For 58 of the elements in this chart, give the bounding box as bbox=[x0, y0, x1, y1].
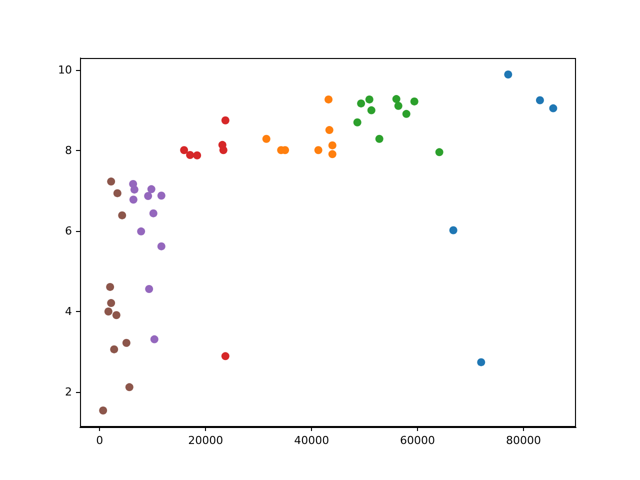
point bbox=[122, 338, 130, 347]
x-tick-label: 80000 bbox=[506, 434, 542, 447]
point bbox=[449, 226, 458, 234]
point bbox=[314, 146, 322, 154]
point bbox=[186, 150, 194, 159]
point bbox=[375, 134, 384, 143]
point bbox=[221, 352, 230, 360]
point bbox=[357, 99, 366, 108]
point bbox=[157, 192, 166, 200]
point bbox=[147, 185, 156, 194]
point bbox=[353, 118, 362, 126]
point bbox=[402, 110, 410, 118]
point bbox=[477, 358, 486, 366]
point bbox=[410, 97, 418, 106]
point bbox=[221, 116, 230, 124]
y-tick-label: 8 bbox=[65, 144, 72, 158]
point bbox=[113, 189, 122, 198]
y-tick-label: 2 bbox=[65, 385, 72, 398]
y-tick-label: 10 bbox=[58, 64, 72, 77]
point bbox=[392, 95, 400, 104]
x-tick-label: 40000 bbox=[294, 434, 330, 447]
point bbox=[324, 95, 333, 104]
y-tick-label: 4 bbox=[65, 305, 72, 318]
point bbox=[180, 146, 188, 154]
x-tick-label: 0 bbox=[96, 434, 104, 447]
point bbox=[219, 146, 228, 154]
point bbox=[129, 196, 138, 204]
point bbox=[149, 209, 158, 218]
point bbox=[193, 151, 202, 160]
point bbox=[106, 282, 114, 291]
point bbox=[157, 242, 166, 250]
point bbox=[110, 345, 118, 354]
point bbox=[118, 211, 126, 220]
y-tick-label: 6 bbox=[65, 224, 72, 238]
point bbox=[145, 284, 154, 293]
point bbox=[536, 96, 544, 104]
point bbox=[549, 104, 558, 112]
point bbox=[325, 126, 334, 134]
point bbox=[328, 150, 336, 158]
point bbox=[435, 148, 444, 156]
point bbox=[107, 178, 116, 186]
point bbox=[107, 299, 116, 308]
point bbox=[125, 383, 134, 392]
point bbox=[394, 102, 402, 110]
point bbox=[112, 311, 120, 320]
point bbox=[104, 308, 112, 316]
point bbox=[137, 227, 146, 236]
point bbox=[328, 141, 336, 150]
point bbox=[504, 70, 512, 78]
point bbox=[99, 406, 108, 414]
point bbox=[365, 95, 374, 104]
point bbox=[262, 134, 270, 143]
point bbox=[130, 186, 138, 194]
point bbox=[150, 335, 158, 344]
point bbox=[367, 106, 376, 114]
point bbox=[144, 192, 152, 200]
x-tick-label: 60000 bbox=[400, 434, 436, 447]
x-tick-label: 20000 bbox=[188, 434, 224, 447]
